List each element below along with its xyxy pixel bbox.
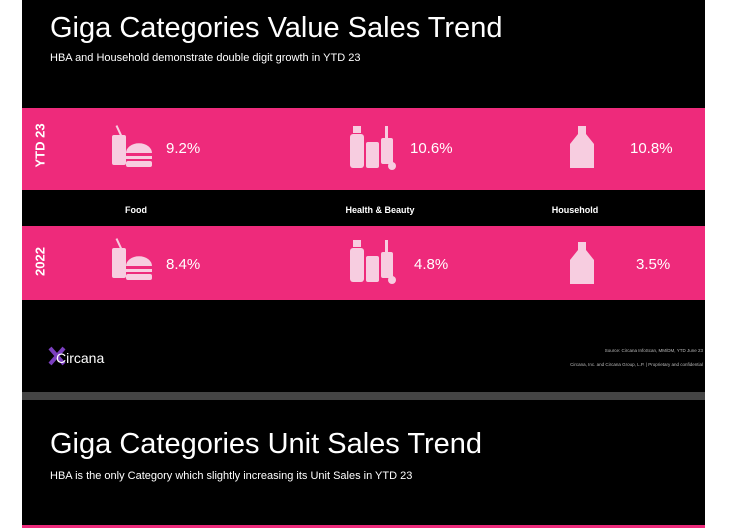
value: 8.4% (166, 256, 201, 273)
category-label: Food (125, 205, 147, 215)
slide-title: Giga Categories Value Sales Trend (50, 12, 503, 44)
slide-title: Giga Categories Unit Sales Trend (50, 428, 482, 460)
source-note: Circana, Inc. and Circana Group, L.P. | … (570, 362, 703, 367)
slide: Giga Categories Value Sales Trend HBA an… (22, 0, 705, 392)
value: 3.5% (636, 256, 671, 273)
logo: Circana (56, 350, 105, 366)
value: 4.8% (414, 256, 449, 273)
food-icon (112, 125, 152, 167)
slide-subtitle: HBA is the only Category which slightly … (50, 470, 413, 482)
logo-mark (48, 346, 66, 366)
food-icon (112, 238, 152, 280)
slide: Giga Categories Unit Sales Trend HBA is … (22, 400, 705, 528)
health-beauty-icon (350, 126, 396, 170)
value: 10.6% (410, 140, 453, 157)
row-label: 2022 (32, 247, 48, 276)
household-icon (570, 126, 594, 168)
row-label: YTD 23 (32, 123, 48, 168)
category-label: Household (551, 205, 599, 215)
health-beauty-icon (350, 240, 396, 284)
source-note: Source: Circana InfoScan, MM/DM, YTD Jun… (604, 348, 703, 353)
slide-subtitle: HBA and Household demonstrate double dig… (50, 52, 361, 64)
value: 10.8% (630, 140, 673, 157)
category-label: Health & Beauty (345, 205, 415, 215)
value: 9.2% (166, 140, 201, 157)
household-icon (570, 242, 594, 284)
row-band (22, 525, 705, 528)
slide-separator (22, 392, 705, 400)
